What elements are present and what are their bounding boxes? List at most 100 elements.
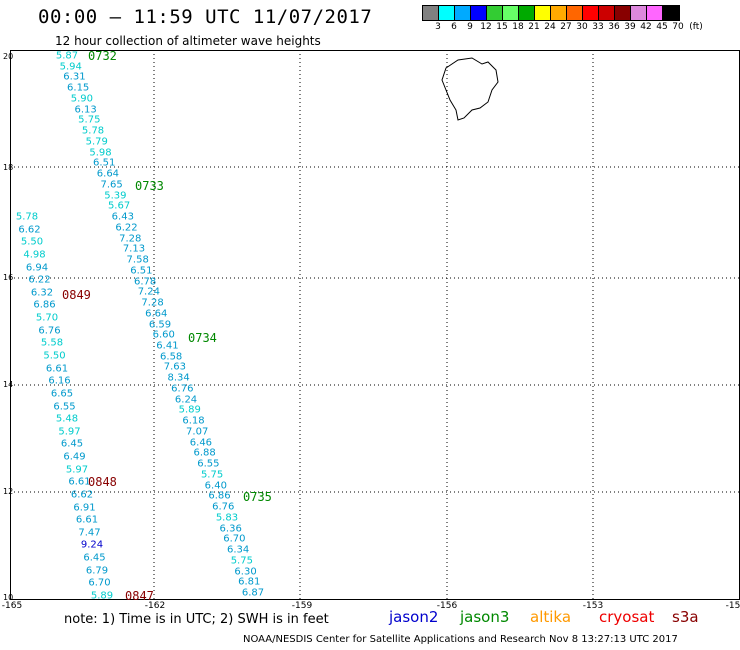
- latitude-tick-label: 14: [3, 380, 14, 389]
- wave-height-value: 5.94: [59, 61, 82, 73]
- wave-height-value: 6.18: [182, 415, 205, 427]
- wave-height-value: 6.61: [75, 514, 99, 526]
- wave-height-value: 7.63: [163, 361, 187, 373]
- colorbar-label: 42: [640, 22, 652, 32]
- legend-note: note: 1) Time is in UTC; 2) SWH is in fe…: [64, 612, 329, 627]
- wave-height-value: 5.97: [58, 426, 81, 438]
- wave-height-value: 5.90: [70, 93, 94, 105]
- wave-height-value: 5.89: [90, 590, 114, 602]
- colorbar-label: 30: [576, 22, 588, 32]
- map-subtitle: 12 hour collection of altimeter wave hei…: [55, 34, 321, 48]
- wave-height-value: 6.81: [238, 576, 261, 588]
- wave-height-value: 6.32: [30, 287, 54, 299]
- colorbar-swatch: [663, 6, 679, 20]
- colorbar-swatch: [583, 6, 599, 20]
- wave-height-value: 5.70: [35, 312, 59, 324]
- wave-height-value: 6.86: [33, 299, 56, 311]
- wave-height-value: 6.65: [50, 388, 74, 400]
- map-title: 00:00 – 11:59 UTC 11/07/2017: [38, 6, 373, 28]
- wave-height-value: 6.62: [18, 224, 41, 236]
- wave-height-value: 6.87: [241, 587, 265, 599]
- colorbar-swatch: [599, 6, 615, 20]
- colorbar-label: 18: [512, 22, 524, 32]
- latitude-tick-label: 20: [3, 52, 14, 61]
- colorbar-label: 12: [480, 22, 492, 32]
- colorbar-label: 33: [592, 22, 604, 32]
- wave-height-value: 6.46: [189, 437, 213, 449]
- wave-height-value: 5.50: [20, 236, 44, 248]
- colorbar-swatch: [487, 6, 503, 20]
- satellite-legend-s3a: s3a: [672, 608, 699, 626]
- satellite-legend-jason2: jason2: [389, 608, 439, 626]
- wave-height-value: 5.78: [15, 211, 39, 223]
- pass-time-label: 0735: [243, 490, 272, 504]
- colorbar-swatch: [551, 6, 567, 20]
- wave-height-value: 6.16: [48, 375, 71, 387]
- wave-height-value: 6.76: [38, 325, 61, 337]
- pass-time-label: 0847: [125, 589, 154, 603]
- wave-height-value: 5.78: [81, 125, 105, 137]
- colorbar-swatch: [503, 6, 519, 20]
- wave-height-value: 5.79: [85, 136, 108, 148]
- wave-height-value: 6.55: [53, 401, 76, 412]
- wave-height-colorbar: [422, 5, 680, 21]
- latitude-tick-label: 12: [3, 487, 14, 496]
- wave-height-value: 5.75: [200, 469, 224, 481]
- wave-height-value: 6.22: [28, 274, 51, 286]
- wave-height-value: 5.58: [40, 337, 64, 349]
- colorbar-label: 45: [656, 22, 668, 32]
- colorbar-label: 24: [544, 22, 556, 32]
- wave-height-value: 5.97: [65, 464, 89, 476]
- wave-height-value: 6.76: [212, 501, 235, 513]
- map-plot: [10, 50, 740, 600]
- wave-height-value: 5.98: [89, 147, 112, 159]
- wave-height-value: 6.40: [204, 480, 227, 492]
- pass-time-label: 0734: [188, 331, 217, 345]
- wave-height-value: 5.87: [55, 50, 79, 62]
- wave-height-value: 6.58: [160, 351, 183, 363]
- wave-height-value: 6.78: [133, 276, 157, 288]
- colorbar-swatch: [455, 6, 471, 20]
- wave-height-value: 5.75: [230, 555, 253, 567]
- wave-height-value: 6.70: [223, 533, 246, 545]
- wave-height-value: 6.36: [219, 523, 242, 535]
- wave-height-value: 6.15: [67, 82, 90, 94]
- colorbar-swatch: [631, 6, 647, 20]
- longitude-tick-label: -153: [582, 601, 604, 611]
- longitude-tick-label: -156: [436, 601, 458, 611]
- island-coastline: [441, 57, 499, 121]
- wave-height-value: 6.59: [148, 319, 172, 330]
- wave-height-value: 6.49: [63, 451, 86, 463]
- colorbar-swatch: [471, 6, 487, 20]
- latitude-tick-label: 10: [3, 593, 14, 602]
- pass-time-label: 0848: [88, 475, 117, 489]
- pass-time-label: 0849: [62, 288, 91, 302]
- wave-height-value: 6.79: [85, 565, 109, 577]
- wave-height-value: 5.39: [104, 190, 127, 202]
- wave-height-value: 6.70: [88, 577, 111, 589]
- colorbar-swatch: [567, 6, 583, 20]
- wave-height-value: 6.60: [152, 329, 175, 341]
- colorbar-label: 36: [608, 22, 620, 32]
- wave-height-value: 6.61: [45, 363, 69, 375]
- wave-height-value: 6.55: [197, 458, 220, 470]
- wave-height-value: 6.76: [171, 383, 194, 395]
- colorbar-swatch: [615, 6, 631, 20]
- wave-height-value: 6.24: [174, 394, 198, 406]
- longitude-tick-label: -159: [291, 601, 313, 611]
- wave-height-value: 7.65: [100, 179, 123, 191]
- latitude-tick-label: 16: [3, 273, 14, 282]
- colorbar-swatch: [519, 6, 535, 20]
- wave-height-value: 5.67: [107, 200, 131, 212]
- longitude-tick-label: -165: [1, 601, 23, 611]
- wave-height-value: 6.45: [83, 552, 106, 564]
- wave-height-value: 6.13: [74, 104, 97, 116]
- wave-height-value: 6.86: [208, 490, 231, 502]
- longitude-tick-label: -15: [725, 601, 740, 611]
- satellite-legend-cryosat: cryosat: [599, 608, 655, 626]
- colorbar-label: 39: [624, 22, 636, 32]
- wave-height-value: 6.34: [226, 544, 250, 556]
- wave-height-value: 5.83: [215, 512, 239, 524]
- colorbar-label: 27: [560, 22, 572, 32]
- wave-height-value: 8.34: [167, 372, 190, 384]
